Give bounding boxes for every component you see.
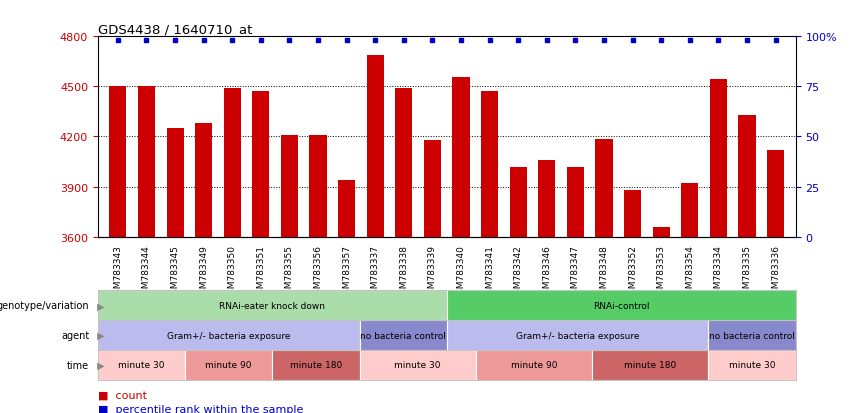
Bar [739,116,756,237]
Bar [98,320,359,350]
Bar [476,350,592,380]
Text: Gram+/- bacteria exposure: Gram+/- bacteria exposure [167,331,290,340]
Text: ▶: ▶ [94,301,104,311]
Bar [109,87,127,237]
Bar [567,167,584,237]
Bar [195,124,212,237]
Bar [272,350,360,380]
Bar [98,291,447,320]
Text: minute 30: minute 30 [728,361,775,370]
Bar [510,167,527,237]
Bar [453,78,470,237]
Bar [710,80,727,237]
Bar [310,135,327,237]
Bar [539,160,556,237]
Text: genotype/variation: genotype/variation [0,301,89,311]
Bar [281,135,298,237]
Text: minute 180: minute 180 [290,361,342,370]
Text: RNAi-eater knock down: RNAi-eater knock down [220,301,325,310]
Text: no bacteria control: no bacteria control [360,331,446,340]
Bar [447,320,708,350]
Text: minute 180: minute 180 [624,361,677,370]
Text: ■  count: ■ count [98,389,147,399]
Bar [396,89,413,237]
Bar [424,140,441,237]
Text: ■  percentile rank within the sample: ■ percentile rank within the sample [98,404,303,413]
Bar [624,190,642,237]
Bar [596,140,613,237]
Text: time: time [67,360,89,370]
Text: minute 90: minute 90 [511,361,557,370]
Bar [447,291,796,320]
Bar [367,55,384,237]
Bar [224,89,241,237]
Bar [138,87,155,237]
Bar [338,180,355,237]
Text: ▶: ▶ [94,360,104,370]
Bar [767,150,785,237]
Bar [653,227,670,237]
Bar [682,184,699,237]
Bar [359,350,476,380]
Text: minute 90: minute 90 [205,361,252,370]
Bar [186,350,272,380]
Text: agent: agent [61,330,89,340]
Bar [481,92,498,237]
Text: no bacteria control: no bacteria control [709,331,795,340]
Bar [252,92,270,237]
Text: GDS4438 / 1640710_at: GDS4438 / 1640710_at [98,23,252,36]
Text: minute 30: minute 30 [395,361,441,370]
Bar [592,350,708,380]
Bar [167,129,184,237]
Bar [709,320,796,350]
Bar [98,350,186,380]
Text: RNAi-control: RNAi-control [593,301,649,310]
Text: ▶: ▶ [94,330,104,340]
Bar [709,350,796,380]
Text: Gram+/- bacteria exposure: Gram+/- bacteria exposure [516,331,639,340]
Text: minute 30: minute 30 [118,361,165,370]
Bar [359,320,447,350]
